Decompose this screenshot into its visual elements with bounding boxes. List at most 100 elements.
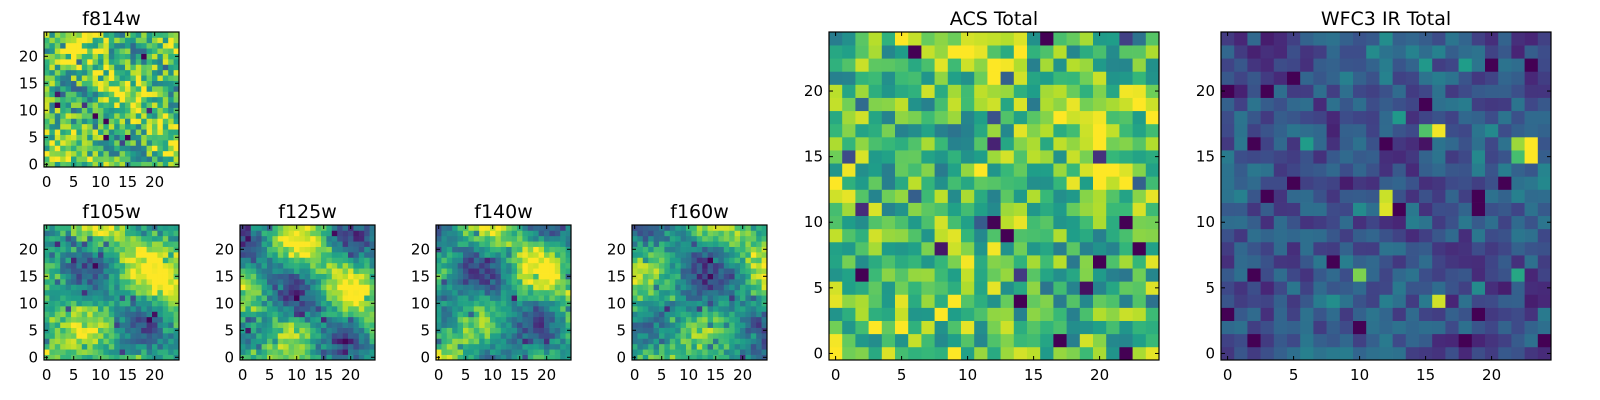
heatmap-cell [146,235,153,242]
y-tick-label: 20 [1196,82,1215,100]
heatmap-cell [506,262,512,269]
heatmap-cell [446,246,453,253]
heatmap-cell [81,273,88,280]
heatmap-cell [565,343,572,350]
heatmap-cell [908,255,922,269]
heatmap-cell [1511,110,1525,125]
heatmap-cell [908,307,922,321]
heatmap-cell [947,176,962,190]
heatmap-cell [441,322,448,328]
heatmap-cell [358,349,365,355]
x-tick-label: 0 [42,366,52,384]
heatmap-cell [1260,281,1275,295]
heatmap-cell [310,230,316,237]
heatmap-cell [921,32,935,46]
heatmap-cell [1485,281,1499,295]
heatmap-cell [511,235,518,242]
heatmap-cell [868,215,883,230]
heatmap-cell [533,306,539,312]
heatmap-cell [544,338,550,345]
heatmap-cell [549,257,556,264]
heatmap-cell [947,268,962,282]
heatmap-cell [855,215,869,230]
heatmap-cell [173,123,180,130]
heatmap-cell [522,241,529,247]
heatmap-cell [267,262,273,269]
heatmap-cell [92,289,99,296]
heatmap-cell [653,322,660,328]
heatmap-cell [686,327,692,334]
heatmap-cell [961,202,975,217]
heatmap-cell [157,156,164,162]
heatmap-cell [664,268,671,274]
heatmap-cell [261,289,268,296]
heatmap-cell [457,295,464,301]
heatmap-cell [304,279,311,285]
heatmap-cell [315,295,322,301]
heatmap-cell [452,311,458,318]
heatmap-cell [490,306,496,312]
heatmap-cell [734,311,741,318]
heatmap-cell [452,284,458,291]
heatmap-cell [1353,163,1367,177]
heatmap-cell [560,322,566,328]
heatmap-cell [511,241,518,247]
heatmap-cell [315,241,322,247]
heatmap-cell [560,273,566,280]
heatmap-cell [1471,202,1486,217]
heatmap-cell [54,241,61,247]
heatmap-cell [315,279,322,285]
heatmap-cell [1027,268,1041,282]
heatmap-cell [103,327,110,334]
heatmap-cell [1353,136,1367,151]
heatmap-cells [829,32,1160,361]
heatmap-cell [65,235,72,242]
heatmap-cell [108,123,115,130]
heatmap-cell [680,279,687,285]
heatmap-cell [446,327,453,334]
heatmap-cell [1053,268,1067,282]
heatmap-cell [1419,71,1433,85]
heatmap-cell [1458,32,1473,46]
heatmap-cell [98,69,104,76]
heatmap-cell [294,273,300,280]
heatmap-cell [691,354,698,361]
heatmap-cells [632,225,768,361]
heatmap-cell [1326,202,1341,217]
heatmap-cell [1053,255,1067,269]
heatmap-cell [1339,294,1354,308]
heatmap-cell [92,145,99,152]
heatmap-cell [1145,45,1160,59]
heatmap-cell [162,113,169,119]
heatmap-cell [119,64,126,71]
heatmap-cell [987,97,1001,112]
heatmap-cell [92,327,99,334]
heatmap-cell [141,279,147,285]
heatmap-cell [756,252,762,258]
heatmap-cell [696,306,703,312]
heatmap-cell [723,316,730,323]
heatmap-cell [1339,32,1354,46]
heatmap-cell [468,257,475,264]
heatmap-cell [108,235,115,242]
heatmap-cell [729,306,735,312]
heatmap-cell [162,156,169,162]
heatmap-cell [664,311,671,318]
heatmap-cell [125,91,131,98]
heatmap-cell [473,316,480,323]
heatmap-cell [452,268,458,274]
heatmap-cell [283,262,289,269]
heatmap-cell [961,294,975,308]
heatmap-cell [119,284,126,291]
heatmap-cell [702,289,708,296]
heatmap-cell [511,262,518,269]
heatmap-cell [135,32,142,38]
heatmap-cell [98,316,104,323]
heatmap-cell [642,311,649,318]
heatmap-cell [283,252,289,258]
heatmap-cell [436,306,442,312]
heatmap-cell [92,246,99,253]
heatmap-cell [713,289,719,296]
heatmap-cell [130,156,137,162]
heatmap-cell [54,300,61,307]
